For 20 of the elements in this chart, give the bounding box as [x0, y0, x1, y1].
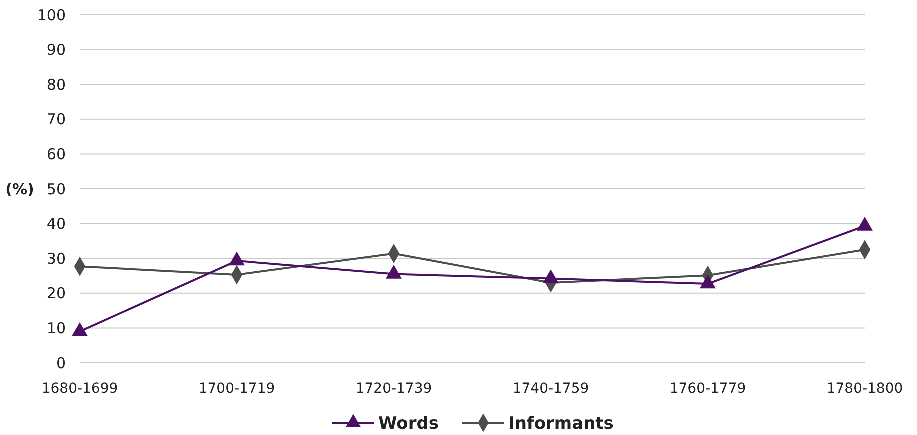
- y-tick-label: 0: [56, 354, 66, 372]
- y-tick-label: 70: [46, 110, 66, 129]
- legend-label: Words: [378, 414, 439, 434]
- x-tick-label: 1720-1739: [356, 381, 432, 397]
- x-tick-label: 1760-1779: [670, 381, 746, 397]
- y-tick-label: 40: [46, 215, 66, 234]
- y-tick-label: 30: [46, 250, 66, 268]
- y-tick-label: 80: [46, 76, 66, 94]
- y-tick-label: 50: [46, 180, 66, 198]
- x-tick-label: 1780-1800: [826, 381, 904, 397]
- y-tick-label: 10: [46, 319, 66, 338]
- legend-label: Informants: [508, 414, 614, 434]
- x-tick-label: 1740-1759: [512, 381, 590, 397]
- y-tick-label: 60: [46, 145, 66, 164]
- y-tick-label: 100: [37, 6, 66, 24]
- x-tick-label: 1700-1719: [198, 381, 276, 397]
- y-tick-label: 20: [46, 284, 66, 303]
- x-tick-label: 1680-1699: [42, 381, 118, 397]
- y-axis-title: (%): [6, 180, 34, 198]
- y-tick-label: 90: [46, 41, 66, 60]
